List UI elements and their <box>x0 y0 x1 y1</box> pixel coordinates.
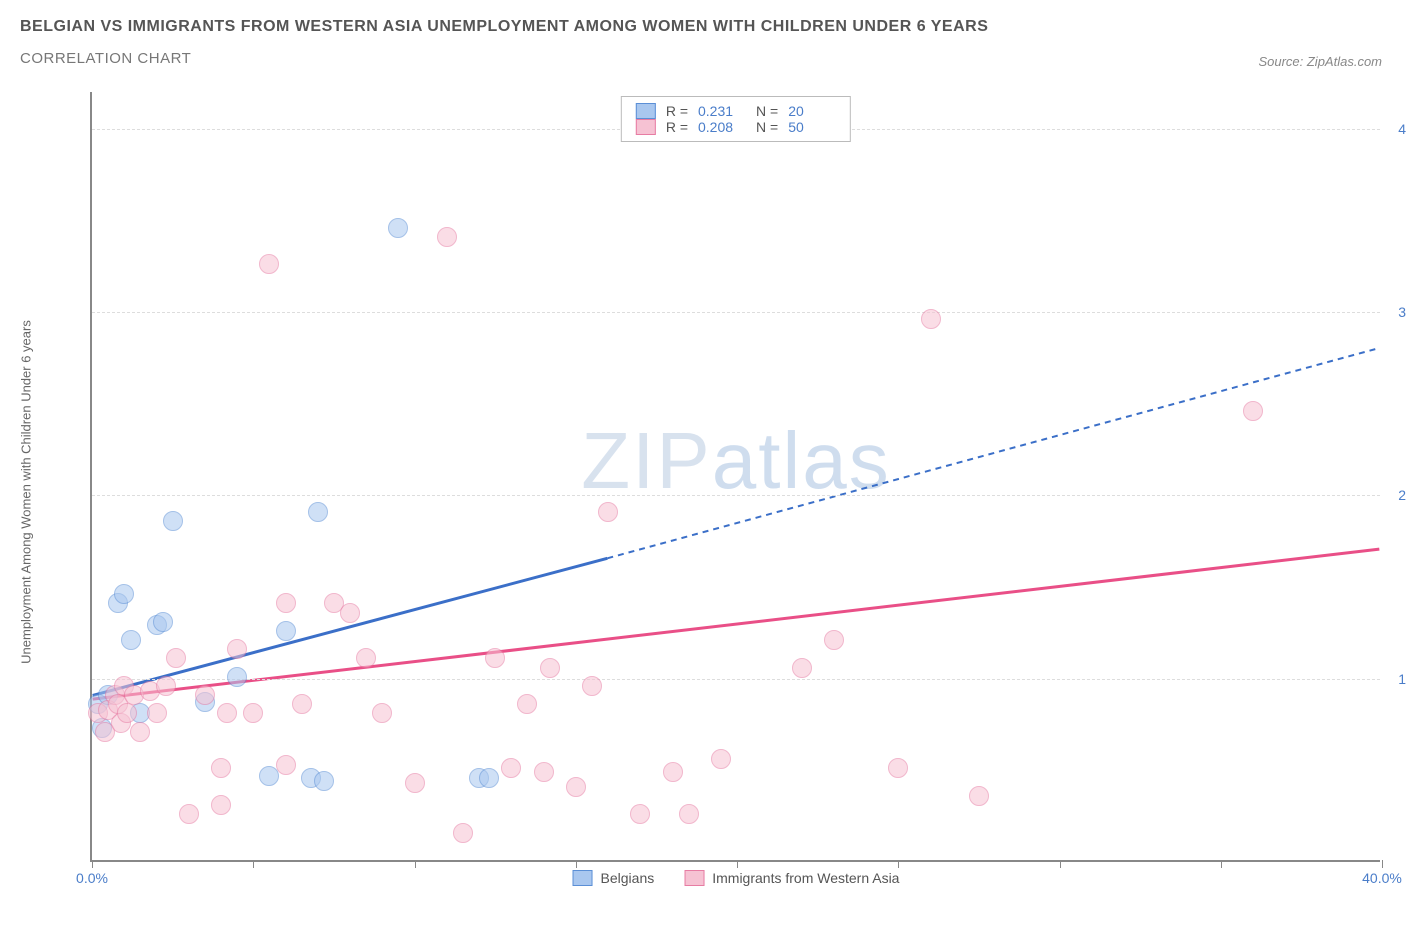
scatter-point-immigrants <box>517 694 537 714</box>
scatter-point-immigrants <box>156 676 176 696</box>
legend-item-immigrants: Immigrants from Western Asia <box>684 870 899 886</box>
n-label: N = <box>756 119 778 135</box>
scatter-point-immigrants <box>130 722 150 742</box>
scatter-point-immigrants <box>598 502 618 522</box>
legend-stats-row-belgians: R = 0.231 N = 20 <box>636 103 836 119</box>
scatter-point-immigrants <box>582 676 602 696</box>
scatter-point-immigrants <box>453 823 473 843</box>
gridline <box>92 312 1380 313</box>
scatter-point-immigrants <box>166 648 186 668</box>
y-tick-label: 40.0% <box>1398 121 1406 137</box>
legend-swatch-belgians <box>636 103 656 119</box>
scatter-point-belgians <box>163 511 183 531</box>
legend-swatch-belgians <box>573 870 593 886</box>
scatter-point-immigrants <box>211 758 231 778</box>
legend-item-belgians: Belgians <box>573 870 655 886</box>
legend-swatch-immigrants <box>684 870 704 886</box>
n-label: N = <box>756 103 778 119</box>
scatter-point-belgians <box>388 218 408 238</box>
x-tick <box>576 860 577 868</box>
scatter-point-belgians <box>308 502 328 522</box>
scatter-point-immigrants <box>340 603 360 623</box>
scatter-point-immigrants <box>195 685 215 705</box>
scatter-point-immigrants <box>566 777 586 797</box>
x-tick-label: 0.0% <box>76 870 108 886</box>
r-label: R = <box>666 103 688 119</box>
scatter-point-immigrants <box>792 658 812 678</box>
scatter-point-immigrants <box>921 309 941 329</box>
x-tick-label: 40.0% <box>1362 870 1402 886</box>
x-tick <box>415 860 416 868</box>
gridline <box>92 679 1380 680</box>
x-tick <box>1221 860 1222 868</box>
scatter-point-immigrants <box>117 703 137 723</box>
scatter-point-immigrants <box>485 648 505 668</box>
source-attribution: Source: ZipAtlas.com <box>1258 54 1382 69</box>
scatter-point-belgians <box>114 584 134 604</box>
scatter-point-immigrants <box>276 755 296 775</box>
scatter-point-belgians <box>121 630 141 650</box>
x-tick <box>1382 860 1383 868</box>
x-tick <box>253 860 254 868</box>
scatter-point-immigrants <box>663 762 683 782</box>
y-axis-title: Unemployment Among Women with Children U… <box>19 320 34 664</box>
watermark: ZIPatlas <box>581 415 890 507</box>
scatter-point-belgians <box>227 667 247 687</box>
scatter-point-belgians <box>276 621 296 641</box>
legend-label-immigrants: Immigrants from Western Asia <box>712 870 899 886</box>
scatter-point-immigrants <box>217 703 237 723</box>
gridline <box>92 495 1380 496</box>
scatter-point-immigrants <box>243 703 263 723</box>
y-tick-label: 20.0% <box>1398 487 1406 503</box>
scatter-point-belgians <box>479 768 499 788</box>
scatter-point-immigrants <box>356 648 376 668</box>
scatter-point-immigrants <box>372 703 392 723</box>
n-value-belgians: 20 <box>788 103 836 119</box>
watermark-bold: ZIP <box>581 416 711 505</box>
y-tick-label: 10.0% <box>1398 671 1406 687</box>
x-tick <box>737 860 738 868</box>
scatter-point-belgians <box>153 612 173 632</box>
scatter-point-immigrants <box>630 804 650 824</box>
watermark-thin: atlas <box>712 416 891 505</box>
scatter-point-immigrants <box>540 658 560 678</box>
plot-area: ZIPatlas R =0.231N =20R =0.208N =50 Belg… <box>90 92 1380 862</box>
legend-label-belgians: Belgians <box>601 870 655 886</box>
legend-swatch-immigrants <box>636 119 656 135</box>
scatter-point-immigrants <box>679 804 699 824</box>
scatter-point-immigrants <box>1243 401 1263 421</box>
scatter-point-immigrants <box>179 804 199 824</box>
title-main: BELGIAN VS IMMIGRANTS FROM WESTERN ASIA … <box>20 18 1386 36</box>
x-tick <box>92 860 93 868</box>
r-value-belgians: 0.231 <box>698 103 746 119</box>
r-value-immigrants: 0.208 <box>698 119 746 135</box>
title-sub: CORRELATION CHART <box>20 50 1386 67</box>
scatter-point-immigrants <box>259 254 279 274</box>
n-value-immigrants: 50 <box>788 119 836 135</box>
scatter-point-immigrants <box>147 703 167 723</box>
scatter-point-immigrants <box>405 773 425 793</box>
x-tick <box>1060 860 1061 868</box>
scatter-point-immigrants <box>534 762 554 782</box>
scatter-point-immigrants <box>276 593 296 613</box>
scatter-point-immigrants <box>292 694 312 714</box>
trend-line-dashed-belgians <box>607 348 1379 558</box>
legend-stats: R = 0.231 N = 20 R = 0.208 N = 50 <box>621 96 851 142</box>
scatter-point-immigrants <box>501 758 521 778</box>
scatter-point-immigrants <box>437 227 457 247</box>
scatter-point-immigrants <box>824 630 844 650</box>
trend-lines <box>92 92 1380 860</box>
scatter-point-immigrants <box>711 749 731 769</box>
scatter-point-immigrants <box>888 758 908 778</box>
correlation-chart: Unemployment Among Women with Children U… <box>60 92 1380 892</box>
legend-stats-row-immigrants: R = 0.208 N = 50 <box>636 119 836 135</box>
y-tick-label: 30.0% <box>1398 304 1406 320</box>
x-tick <box>898 860 899 868</box>
scatter-point-immigrants <box>211 795 231 815</box>
scatter-point-immigrants <box>969 786 989 806</box>
scatter-point-belgians <box>314 771 334 791</box>
r-label: R = <box>666 119 688 135</box>
legend-series: Belgians Immigrants from Western Asia <box>573 870 900 886</box>
scatter-point-immigrants <box>227 639 247 659</box>
